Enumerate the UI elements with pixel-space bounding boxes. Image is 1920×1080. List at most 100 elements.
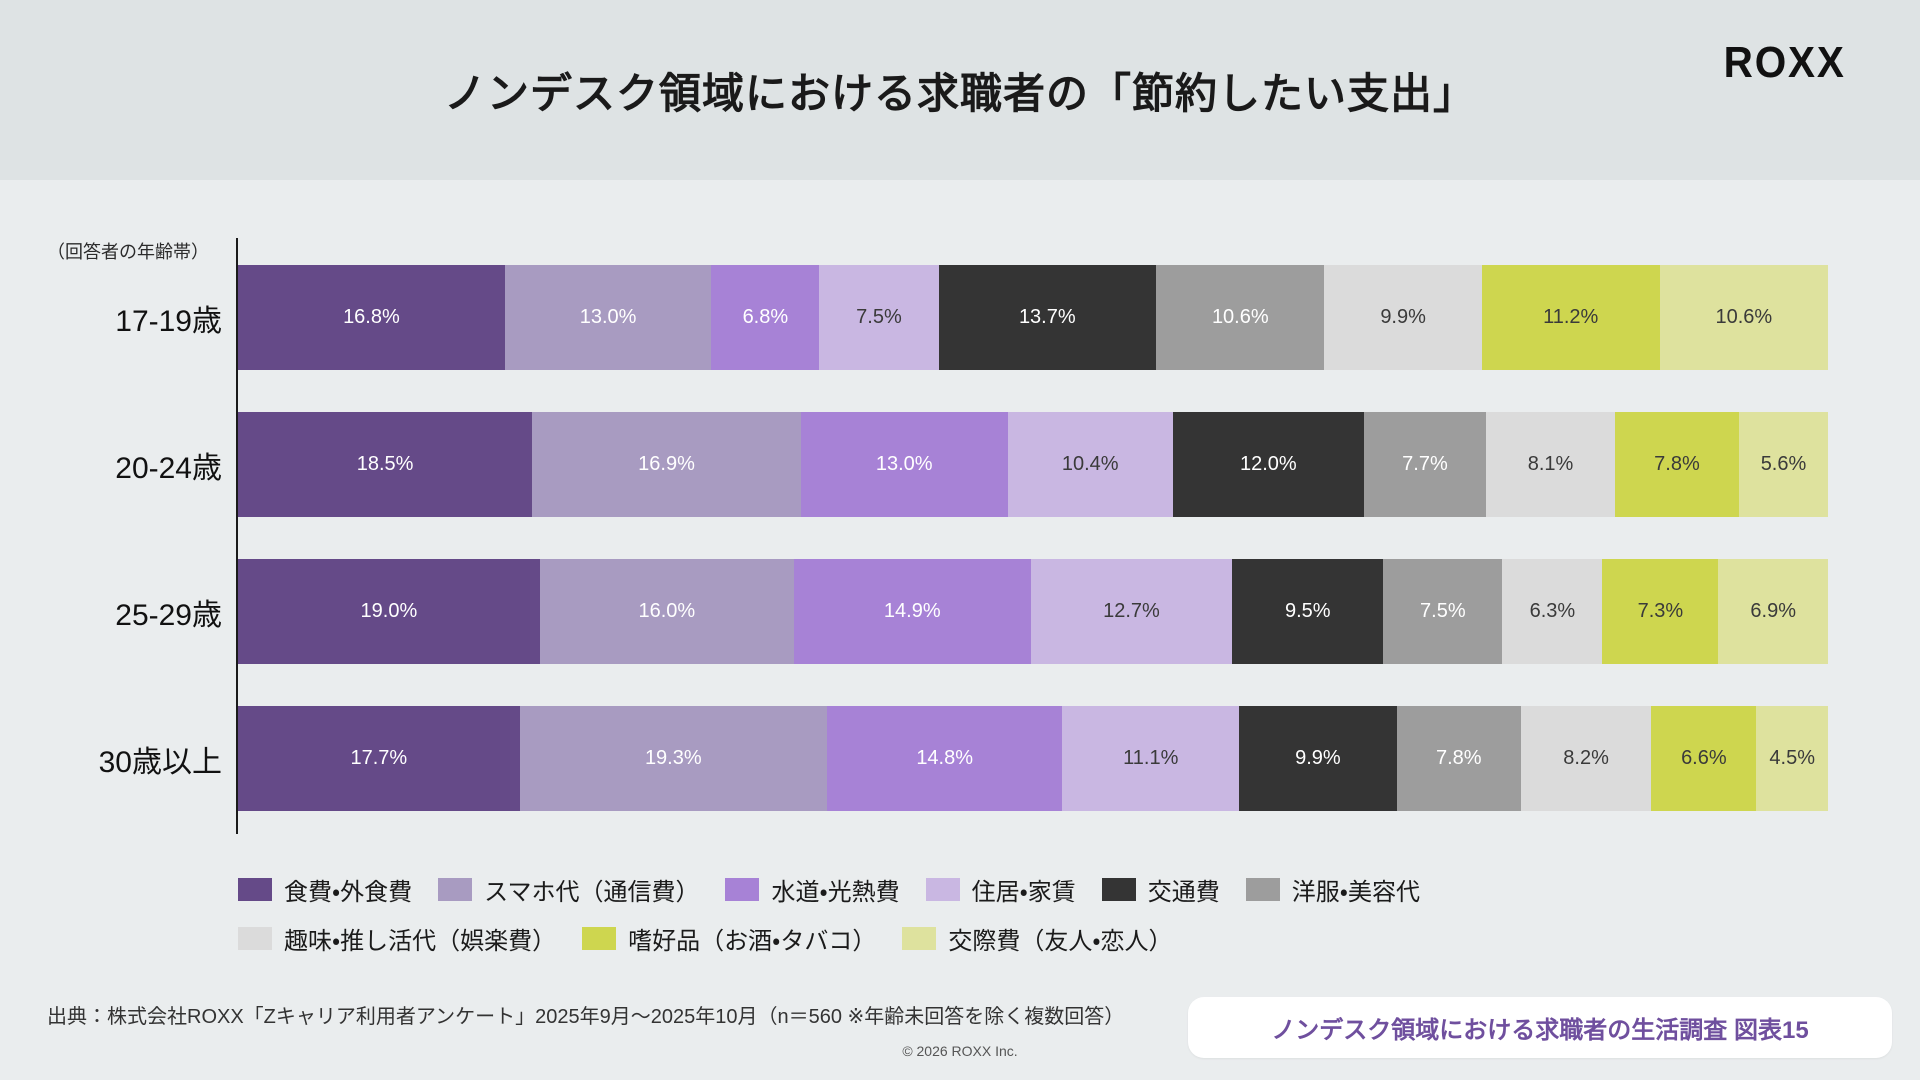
chart-row: 25-29歳 19.0% 16.0% 14.9% 12.7% 9.5% 7.5% 6.3% 7.… xyxy=(115,559,1828,664)
segment-value-label: 7.5% xyxy=(856,306,902,328)
legend-label: 嗜好品（お酒・タバコ） xyxy=(628,928,877,955)
bar-segment: 7.3% xyxy=(1602,559,1719,664)
stacked-bar: 17.7% 19.3% 14.8% 11.1% 9.9% 7.8% 8.2% 6.6% 4.5% xyxy=(238,706,1829,811)
legend-swatch xyxy=(1245,878,1280,901)
segment-value-label: 19.0% xyxy=(360,600,418,622)
segment-value-label: 16.9% xyxy=(638,453,695,475)
segment-value-label: 8.1% xyxy=(1527,453,1574,475)
legend-item: 水道・光熱費 xyxy=(725,872,900,907)
legend-row: 趣味・推し活代（娯楽費） 嗜好品（お酒・タバコ） 交際費（友人・恋人） xyxy=(238,921,1838,956)
bar-segment: 7.7% xyxy=(1363,412,1487,517)
bar-segment: 14.8% xyxy=(826,706,1063,811)
chart-row: 30歳以上 17.7% 19.3% 14.8% 11.1% 9.9% 7.8% 8.2% 6.6… xyxy=(99,706,1829,811)
bar-segment: 13.0% xyxy=(504,265,712,370)
bar-segment: 6.3% xyxy=(1502,559,1603,664)
bar-segment: 12.7% xyxy=(1030,559,1233,664)
segment-value-label: 12.0% xyxy=(1239,453,1297,475)
legend-label: 交通費 xyxy=(1147,879,1220,906)
bar-segment: 6.6% xyxy=(1651,706,1757,811)
segment-value-label: 7.8% xyxy=(1435,747,1482,769)
segment-value-label: 10.4% xyxy=(1061,453,1119,475)
bar-segment: 16.9% xyxy=(532,412,801,517)
bar-segment: 19.0% xyxy=(238,559,540,664)
bar-segment: 7.5% xyxy=(1383,559,1503,664)
bar-segment: 12.0% xyxy=(1172,412,1364,517)
legend-swatch xyxy=(902,927,937,950)
y-axis-line xyxy=(236,238,238,834)
legend-swatch xyxy=(725,878,760,901)
segment-value-label: 9.5% xyxy=(1285,600,1331,622)
stacked-bar-chart: 17-19歳 16.8% 13.0% 6.8% 7.5% 13.7% 10.6% 9.9% 11… xyxy=(99,265,1829,853)
segment-value-label: 18.5% xyxy=(356,453,414,475)
bar-segment: 9.5% xyxy=(1232,559,1384,664)
bar-segment: 7.5% xyxy=(819,265,939,370)
segment-value-label: 13.0% xyxy=(875,453,933,475)
legend-item: 住居・家賃 xyxy=(925,872,1076,907)
bar-segment: 10.6% xyxy=(1659,265,1829,370)
bar-segment: 14.9% xyxy=(793,559,1031,664)
bar-segment: 19.3% xyxy=(519,706,827,811)
segment-value-label: 19.3% xyxy=(644,747,702,769)
legend-swatch xyxy=(1101,878,1136,901)
row-label: 20-24歳 xyxy=(115,451,222,485)
row-label: 25-29歳 xyxy=(115,598,222,632)
legend-item: 交通費 xyxy=(1101,872,1220,907)
legend-swatch xyxy=(582,927,617,950)
bar-segment: 8.1% xyxy=(1486,412,1615,517)
chart-row: 17-19歳 16.8% 13.0% 6.8% 7.5% 13.7% 10.6% 9.9% 11… xyxy=(115,265,1829,370)
legend-swatch xyxy=(438,878,473,901)
chart-row: 20-24歳 18.5% 16.9% 13.0% 10.4% 12.0% 7.7% 8.1% 7… xyxy=(115,412,1829,517)
bar-segment: 16.8% xyxy=(238,265,505,370)
segment-value-label: 6.9% xyxy=(1750,600,1796,622)
segment-value-label: 7.7% xyxy=(1402,453,1448,475)
segment-value-label: 11.1% xyxy=(1123,747,1179,769)
segment-value-label: 4.5% xyxy=(1769,747,1815,769)
bar-segment: 6.9% xyxy=(1718,559,1828,664)
segment-value-label: 14.9% xyxy=(883,600,941,622)
segment-value-label: 9.9% xyxy=(1380,306,1426,328)
figure-badge: ノンデスク領域における求職者の生活調査 図表15 xyxy=(1188,997,1892,1058)
segment-value-label: 11.2% xyxy=(1543,306,1599,328)
segment-value-label: 13.7% xyxy=(1018,306,1076,328)
bar-segment: 10.4% xyxy=(1007,412,1173,517)
bar-segment: 6.8% xyxy=(711,265,820,370)
bar-segment: 7.8% xyxy=(1396,706,1521,811)
legend-item: 趣味・推し活代（娯楽費） xyxy=(238,921,556,956)
row-label: 17-19歳 xyxy=(115,304,222,338)
source-note: 出典：株式会社ROXX「Zキャリア利用者アンケート」2025年9月～2025年1… xyxy=(47,1006,1125,1028)
bar-segment: 8.2% xyxy=(1520,706,1652,811)
bar-segment: 4.5% xyxy=(1756,706,1829,811)
segment-value-label: 16.8% xyxy=(343,306,400,328)
bar-segment: 11.2% xyxy=(1481,265,1660,370)
segment-value-label: 13.0% xyxy=(579,306,637,328)
legend-swatch xyxy=(238,927,272,950)
bar-segment: 13.0% xyxy=(800,412,1008,517)
legend-swatch xyxy=(238,878,272,901)
legend-label: 水道・光熱費 xyxy=(771,879,900,906)
chart-legend: 食費・外食費 スマホ代（通信費） 水道・光熱費 住居・家賃 交通費 洋服・美容代 趣味・推し… xyxy=(238,872,1838,956)
legend-label: 交際費（友人・恋人） xyxy=(948,928,1173,955)
legend-row: 食費・外食費 スマホ代（通信費） 水道・光熱費 住居・家賃 交通費 洋服・美容代 xyxy=(238,872,1838,907)
segment-value-label: 14.8% xyxy=(916,747,974,769)
segment-value-label: 7.8% xyxy=(1654,453,1700,475)
segment-value-label: 8.2% xyxy=(1563,747,1609,769)
bar-segment: 7.8% xyxy=(1614,412,1739,517)
page-title: ノンデスク領域における求職者の「節約したい支出」 xyxy=(443,69,1476,117)
legend-item: 食費・外食費 xyxy=(238,872,412,907)
segment-value-label: 7.5% xyxy=(1420,600,1466,622)
legend-item: 嗜好品（お酒・タバコ） xyxy=(582,921,876,956)
bar-segment: 17.7% xyxy=(238,706,520,811)
page-header: ノンデスク領域における求職者の「節約したい支出」 xyxy=(0,0,1920,180)
copyright: © 2026 ROXX Inc. xyxy=(902,1043,1018,1059)
legend-item: 交際費（友人・恋人） xyxy=(902,921,1173,956)
stacked-bar: 19.0% 16.0% 14.9% 12.7% 9.5% 7.5% 6.3% 7.3% 6.9% xyxy=(238,559,1828,664)
segment-value-label: 17.7% xyxy=(350,747,408,769)
legend-label: 住居・家賃 xyxy=(971,879,1076,906)
legend-swatch xyxy=(925,878,960,901)
segment-value-label: 6.8% xyxy=(742,306,789,328)
legend-label: 食費・外食費 xyxy=(284,879,413,906)
segment-value-label: 5.6% xyxy=(1760,453,1807,475)
bar-segment: 9.9% xyxy=(1239,706,1397,811)
segment-value-label: 16.0% xyxy=(638,600,696,622)
bar-segment: 10.6% xyxy=(1156,265,1325,370)
